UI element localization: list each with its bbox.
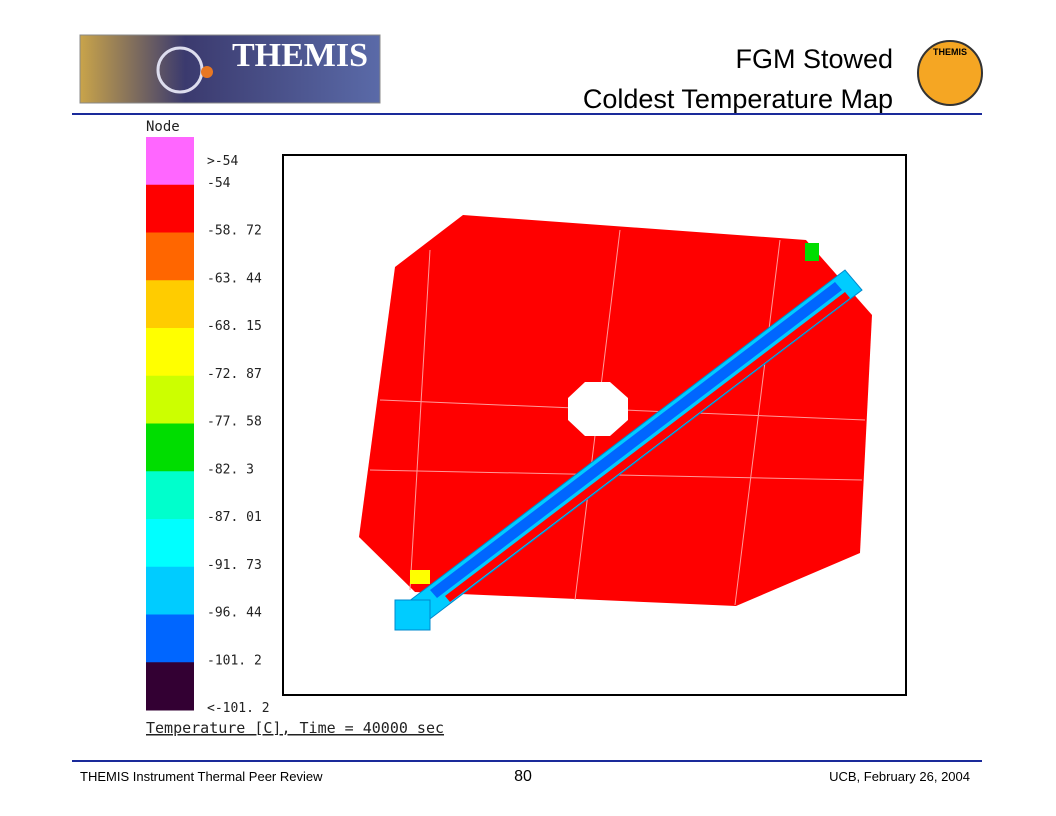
- legend-swatch: [146, 137, 194, 186]
- boom: [394, 243, 863, 631]
- badge: [917, 40, 983, 106]
- legend-swatch: [146, 519, 194, 568]
- legend-label: -87. 01: [207, 510, 262, 525]
- caption: Temperature [C], Time = 40000 sec: [146, 719, 444, 737]
- legend-label: -63. 44: [207, 271, 262, 286]
- legend-label: -82. 3: [207, 462, 254, 477]
- legend-swatch: [146, 375, 194, 424]
- legend-label: -54: [207, 176, 231, 191]
- legend-label: -101. 2: [207, 653, 262, 668]
- legend-swatch: [146, 280, 194, 329]
- legend-swatch: [146, 328, 194, 377]
- legend-label: -77. 58: [207, 415, 262, 430]
- footer-left: THEMIS Instrument Thermal Peer Review: [80, 769, 323, 784]
- logo-sun: [201, 66, 213, 78]
- legend-title: Node: [146, 119, 180, 135]
- legend-label: -96. 44: [207, 606, 262, 621]
- legend-swatch: [146, 423, 194, 472]
- title-line: Coldest Temperature Map: [583, 84, 893, 114]
- legend-swatch: [146, 184, 194, 233]
- badge-text: THEMIS: [933, 47, 967, 57]
- logo-text: THEMIS: [232, 37, 368, 74]
- legend-swatch: [146, 662, 194, 711]
- legend-swatch: [146, 471, 194, 520]
- title-line: FGM Stowed: [735, 44, 893, 74]
- hole: [568, 382, 628, 436]
- legend-label: <-101. 2: [207, 701, 270, 716]
- page-number: 80: [514, 768, 532, 785]
- legend-label: -68. 15: [207, 319, 262, 334]
- legend-label: -58. 72: [207, 224, 262, 239]
- legend-label: -72. 87: [207, 367, 262, 382]
- legend-swatch: [146, 232, 194, 281]
- legend-swatch: [146, 566, 194, 615]
- logo-banner: [79, 34, 381, 104]
- legend: Node >-54 -54 -58. 72 -63. 44 -68. 15 -72. 87 -…: [146, 119, 270, 716]
- legend-label: >-54: [207, 154, 238, 169]
- legend-swatch: [146, 614, 194, 663]
- legend-label: -91. 73: [207, 558, 262, 573]
- footer-right: UCB, February 26, 2004: [829, 769, 970, 784]
